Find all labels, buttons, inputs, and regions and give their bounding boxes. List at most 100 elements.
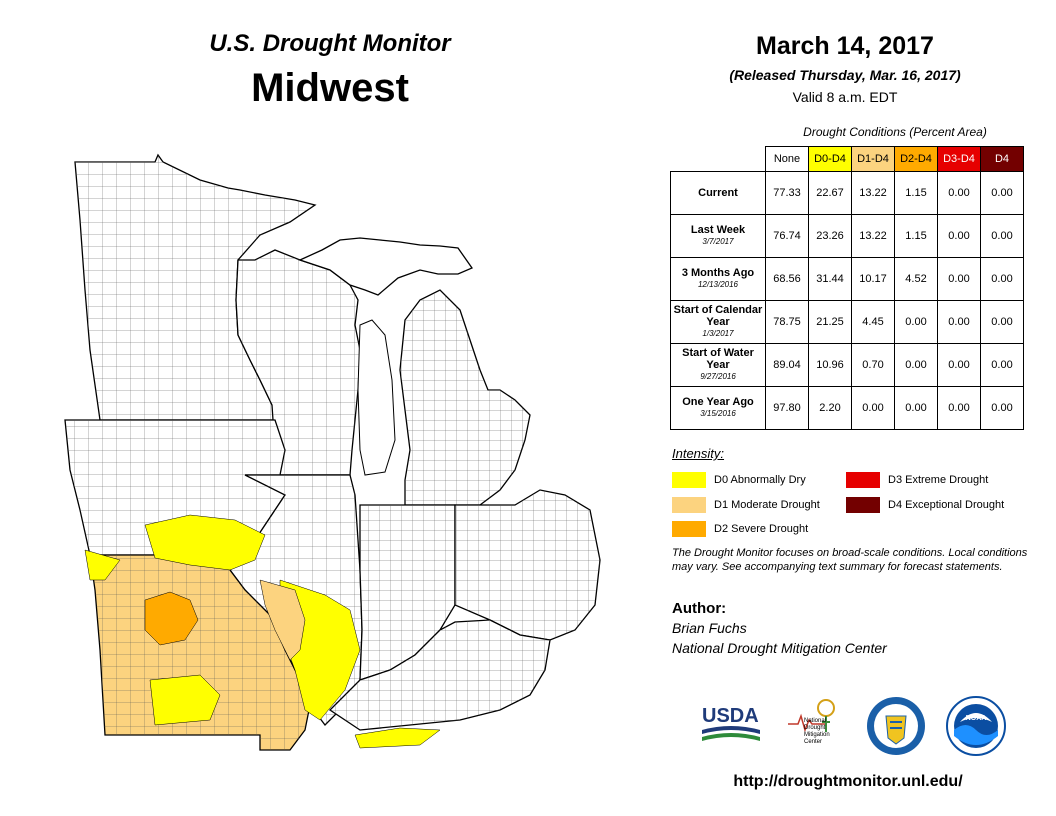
author-heading: Author: <box>672 600 727 617</box>
cell: 97.80 <box>765 386 809 430</box>
col-header: D4 <box>980 146 1024 172</box>
drought-d2-area <box>144 591 199 646</box>
cell: 0.00 <box>980 343 1024 387</box>
cell: 2.20 <box>808 386 852 430</box>
row-date: 12/13/2016 <box>697 280 739 289</box>
cell: 0.00 <box>894 386 938 430</box>
table-row: One Year Ago 3/15/2016 97.80 2.20 0.00 0.… <box>670 386 1024 430</box>
cell: 78.75 <box>765 300 809 344</box>
state-ohio <box>454 489 601 641</box>
cell: 76.74 <box>765 214 809 258</box>
cell: 4.45 <box>851 300 895 344</box>
noaa-logo-text: NOAA <box>966 715 987 722</box>
drought-d1-area-illinois <box>259 579 306 661</box>
website-link[interactable]: http://droughtmonitor.unl.edu/ <box>733 773 963 790</box>
usda-logo: USDA <box>700 700 762 744</box>
legend-swatch <box>846 472 880 488</box>
cell: 0.00 <box>851 386 895 430</box>
col-header: D0-D4 <box>808 146 852 172</box>
cell: 10.17 <box>851 257 895 301</box>
state-minnesota <box>74 153 317 421</box>
ndmc-logo: National Drought Mitigation Center <box>786 698 846 750</box>
cell: 21.25 <box>808 300 852 344</box>
legend-label: D1 Moderate Drought <box>714 499 820 511</box>
usda-logo-text: USDA <box>702 705 759 727</box>
drought-map <box>64 153 601 751</box>
cell: 0.00 <box>894 343 938 387</box>
author-name: Brian Fuchs <box>672 620 747 636</box>
cell: 0.00 <box>937 214 981 258</box>
cell: 68.56 <box>765 257 809 301</box>
cell: 0.00 <box>937 343 981 387</box>
col-header: D2-D4 <box>894 146 938 172</box>
row-label: Last Week <box>690 224 746 236</box>
state-kentucky <box>328 619 551 731</box>
table-row: Current 77.33 22.67 13.22 1.15 0.00 0.00 <box>670 171 1024 215</box>
author-org: National Drought Mitigation Center <box>672 640 887 656</box>
cell: 77.33 <box>765 171 809 215</box>
row-label: Start of Water Year <box>682 347 754 371</box>
legend-title: Intensity: <box>672 446 725 461</box>
row-label: Current <box>698 187 738 199</box>
legend-item-d2: D2 Severe Drought <box>672 521 808 537</box>
legend-item-d3: D3 Extreme Drought <box>846 472 988 488</box>
cell: 1.15 <box>894 214 938 258</box>
cell: 0.00 <box>937 386 981 430</box>
legend-item-d4: D4 Exceptional Drought <box>846 497 1004 513</box>
cell: 0.00 <box>980 300 1024 344</box>
cell: 23.26 <box>808 214 852 258</box>
table-row: Start of Water Year 9/27/2016 89.04 10.96… <box>670 343 1024 387</box>
col-header: D3-D4 <box>937 146 981 172</box>
legend-item-d1: D1 Moderate Drought <box>672 497 820 513</box>
legend-label: D0 Abnormally Dry <box>714 474 806 486</box>
map-title: U.S. Drought Monitor <box>209 30 451 57</box>
legend-label: D3 Extreme Drought <box>888 474 989 486</box>
lake-michigan <box>357 319 396 476</box>
cell: 1.15 <box>894 171 938 215</box>
state-michigan-lower <box>399 289 531 506</box>
cell: 0.00 <box>980 257 1024 301</box>
drought-d0-areas <box>84 514 441 749</box>
noaa-logo: NOAA <box>946 696 1006 761</box>
legend-swatch <box>672 472 706 488</box>
ndmc-logo-text: National Drought Mitigation Center <box>804 718 830 745</box>
row-label: Start of Calendar Year <box>673 304 763 328</box>
cell: 89.04 <box>765 343 809 387</box>
commerce-seal <box>866 696 926 761</box>
valid-time: Valid 8 a.m. EDT <box>792 89 898 105</box>
cell: 0.00 <box>937 300 981 344</box>
row-date: 1/3/2017 <box>702 329 734 338</box>
cell: 0.00 <box>980 171 1024 215</box>
cell: 22.67 <box>808 171 852 215</box>
legend-swatch <box>672 497 706 513</box>
state-michigan-upper <box>298 237 473 296</box>
cell: 13.22 <box>851 171 895 215</box>
row-date: 3/7/2017 <box>702 237 734 246</box>
cell: 13.22 <box>851 214 895 258</box>
release-date: (Released Thursday, Mar. 16, 2017) <box>729 67 961 83</box>
table-caption: Drought Conditions (Percent Area) <box>803 125 987 139</box>
col-header: D1-D4 <box>851 146 895 172</box>
legend-label: D2 Severe Drought <box>714 523 809 535</box>
state-indiana <box>359 504 456 681</box>
disclaimer-note: The Drought Monitor focuses on broad-sca… <box>672 547 1028 573</box>
cell: 0.00 <box>980 214 1024 258</box>
cell: 31.44 <box>808 257 852 301</box>
cell: 0.70 <box>851 343 895 387</box>
cell: 0.00 <box>980 386 1024 430</box>
legend-item-d0: D0 Abnormally Dry <box>672 472 806 488</box>
row-date: 3/15/2016 <box>700 409 736 418</box>
region-title: Midwest <box>251 66 409 110</box>
legend-swatch <box>672 521 706 537</box>
table-row: Start of Calendar Year 1/3/2017 78.75 21.… <box>670 300 1024 344</box>
table-row: Last Week 3/7/2017 76.74 23.26 13.22 1.15… <box>670 214 1024 258</box>
row-label: One Year Ago <box>682 396 754 408</box>
cell: 0.00 <box>937 171 981 215</box>
legend-label: D4 Exceptional Drought <box>888 499 1005 511</box>
legend-swatch <box>846 497 880 513</box>
table-row: 3 Months Ago 12/13/2016 68.56 31.44 10.17… <box>670 257 1024 301</box>
cell: 0.00 <box>894 300 938 344</box>
row-date: 9/27/2016 <box>700 372 736 381</box>
drought-conditions-table: None D0-D4 D1-D4 D2-D4 D3-D4 D4 Current … <box>670 146 1024 430</box>
cell: 0.00 <box>937 257 981 301</box>
